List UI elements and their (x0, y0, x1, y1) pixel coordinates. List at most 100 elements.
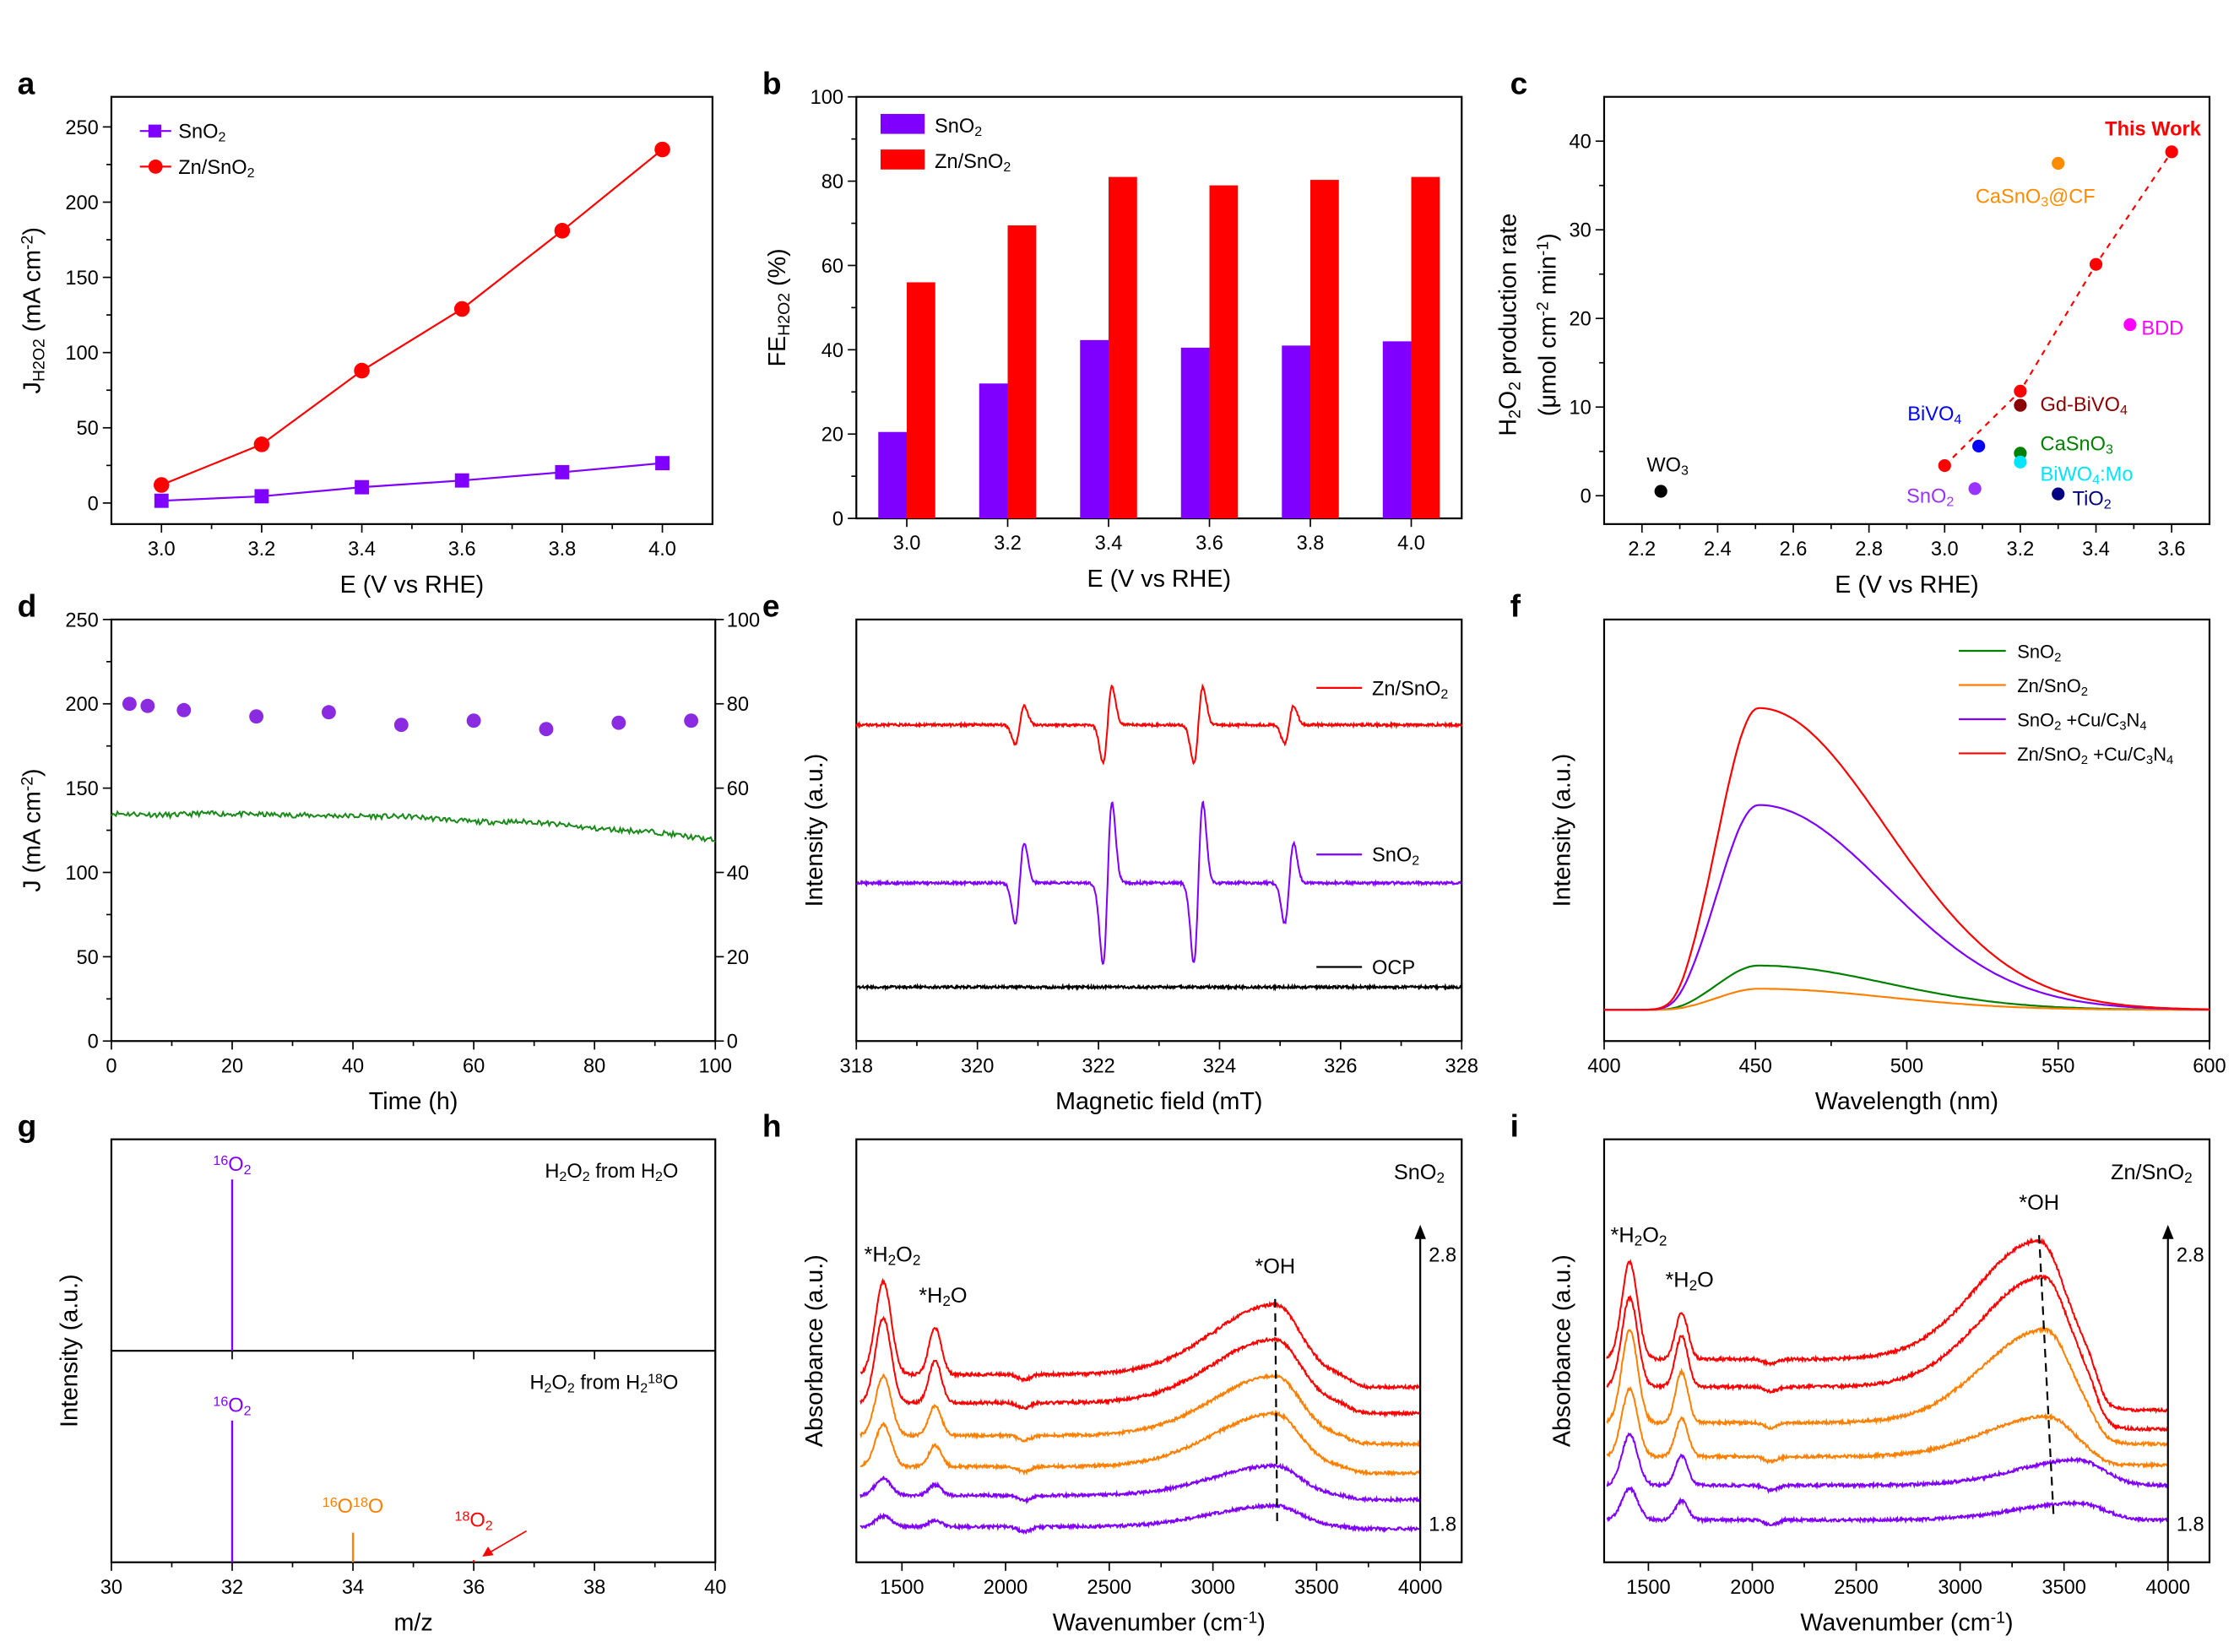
label-part: 320 (961, 1055, 994, 1077)
y-tick-label: 100 (65, 863, 98, 885)
peak-label: 18O2 (455, 1508, 493, 1533)
panel-h: h 1500 2000 2500 3000 3500 4000 Wavenumber (cm-… (762, 1108, 1463, 1637)
label-part: 2 (1505, 382, 1524, 391)
label-part: 20 (821, 425, 843, 447)
bar (1209, 185, 1239, 519)
annotation-h2o: *H2O (919, 1284, 967, 1309)
x-tick-label: 0 (106, 1055, 117, 1077)
legend-label: SnO2 +Cu/C3N4 (2017, 709, 2146, 733)
pl-spectrum (1603, 964, 2210, 1011)
x-tick-label: 20 (221, 1055, 243, 1077)
label-part: i (1510, 1108, 1519, 1143)
x-tick-label: 3.4 (348, 539, 376, 561)
point-label: Gd-BiVO4 (2041, 394, 2128, 418)
label-part: 18 (353, 1495, 368, 1510)
label-part: +Cu/C (2061, 709, 2119, 730)
label-part: N (2153, 744, 2166, 765)
x-tick-label: 4000 (1398, 1577, 1443, 1599)
label-part: Intensity (a.u.) (56, 1274, 83, 1427)
legend-label: SnO2 (178, 122, 225, 145)
data-point-circle (253, 436, 270, 452)
annotation-h2o2: *H2O2 (1611, 1223, 1667, 1248)
label-part: Wavenumber (cm (1800, 1610, 1990, 1637)
label-part: Zn/SnO (2111, 1161, 2184, 1184)
label-part: Gd-BiVO (2041, 394, 2120, 416)
bar (907, 282, 935, 519)
x-tick-label: 400 (1587, 1055, 1620, 1077)
fe-data-point (322, 705, 336, 720)
data-point-reference (2014, 455, 2027, 469)
label-part: 4 (1954, 412, 1961, 427)
label-part: 3.6 (448, 539, 476, 561)
label-part: 100 (65, 863, 98, 885)
label-part: from H (575, 1373, 640, 1395)
label-part: (mA cm (19, 250, 46, 339)
x-axis-label: E (V vs RHE) (1087, 566, 1231, 593)
fe-data-point (140, 698, 155, 713)
label-part: c (1510, 65, 1528, 100)
ftir-spectrum (1606, 1432, 2168, 1494)
label-part: ) (19, 227, 46, 236)
x-tick-label: 40 (342, 1055, 364, 1077)
label-part: 3.0 (893, 533, 921, 555)
label-part: H (1494, 419, 1521, 436)
y-tick-label: 150 (65, 778, 98, 800)
y-tick-label: 0 (88, 1032, 99, 1053)
panel-letter: a (18, 65, 35, 100)
y-tick-label: 20 (821, 425, 843, 447)
label-part: a (18, 65, 35, 100)
sample-label: Zn/SnO2 (2111, 1161, 2193, 1186)
data-point-this-work (2165, 145, 2178, 159)
label-part: O (338, 1496, 353, 1518)
panel-letter: g (18, 1108, 37, 1143)
label-part: 2 (247, 165, 255, 181)
label-part: 2 (545, 1381, 552, 1396)
annotation-h2o2: *H2O2 (864, 1243, 920, 1268)
legend-swatch (880, 149, 925, 170)
label-part: 3500 (2042, 1577, 2086, 1599)
label-part: *H (919, 1284, 942, 1308)
subplot-title: H2O2 from H218O (530, 1372, 679, 1396)
x-tick-label: 3500 (1294, 1577, 1339, 1599)
label-part: 2000 (984, 1577, 1028, 1599)
bar (1382, 341, 1412, 519)
x-tick-label: 3.4 (2082, 539, 2110, 561)
x-tick-label: 30 (100, 1577, 122, 1599)
panel-c: c 2.2 2.4 2.6 2.8 3.0 3.2 3.4 3.6 E (V vs RHE) 0 10… (1494, 65, 2211, 599)
arrow-up-icon (1414, 1224, 1426, 1239)
y-axis-label: FEH2O2 (%) (764, 248, 794, 366)
label-part: 3 (2146, 754, 2153, 767)
label-part: e (762, 588, 780, 624)
label-part: 4 (2139, 719, 2146, 733)
pl-spectrum (1603, 804, 2210, 1011)
epr-spectrum (856, 800, 1462, 966)
plot-frame (1602, 1138, 2211, 1563)
label-part: SnO (2017, 641, 2054, 662)
x-tick-label: 40 (704, 1577, 726, 1599)
panel-b: b 3.0 3.2 3.4 3.6 3.8 4.0 E (V vs RHE) 0 20 40 60 80… (762, 65, 1463, 593)
label-part: 3.4 (2082, 539, 2110, 561)
y-tick-label: 100 (65, 343, 98, 365)
x-tick-label: 600 (2193, 1055, 2226, 1077)
x-tick-label: 3.8 (548, 539, 576, 561)
label-part: SnO (1372, 845, 1412, 867)
y-tick-label: 30 (1570, 220, 1591, 242)
data-point-reference (2014, 398, 2027, 412)
label-part: 100 (727, 609, 760, 631)
x-tick-label: 324 (1203, 1055, 1236, 1077)
label-part: 80 (583, 1055, 605, 1077)
plot-frame (855, 618, 1463, 1043)
x-tick-label: 38 (583, 1577, 605, 1599)
arrow-up-icon (2162, 1224, 2174, 1239)
arrow-head-icon (482, 1546, 494, 1557)
label-part: 0 (1581, 486, 1591, 508)
label-part: production rate (1494, 214, 1521, 382)
bar (979, 383, 1008, 519)
x-tick-label: 3.6 (1196, 533, 1223, 555)
legend-label: SnO2 (2017, 641, 2061, 664)
x-tick-label: 550 (2042, 1055, 2074, 1077)
x-tick-label: 100 (699, 1055, 732, 1077)
label-part: +Cu/C (2088, 744, 2146, 765)
x-tick-label: 500 (1890, 1055, 1923, 1077)
y-tick-label: 50 (76, 418, 98, 440)
